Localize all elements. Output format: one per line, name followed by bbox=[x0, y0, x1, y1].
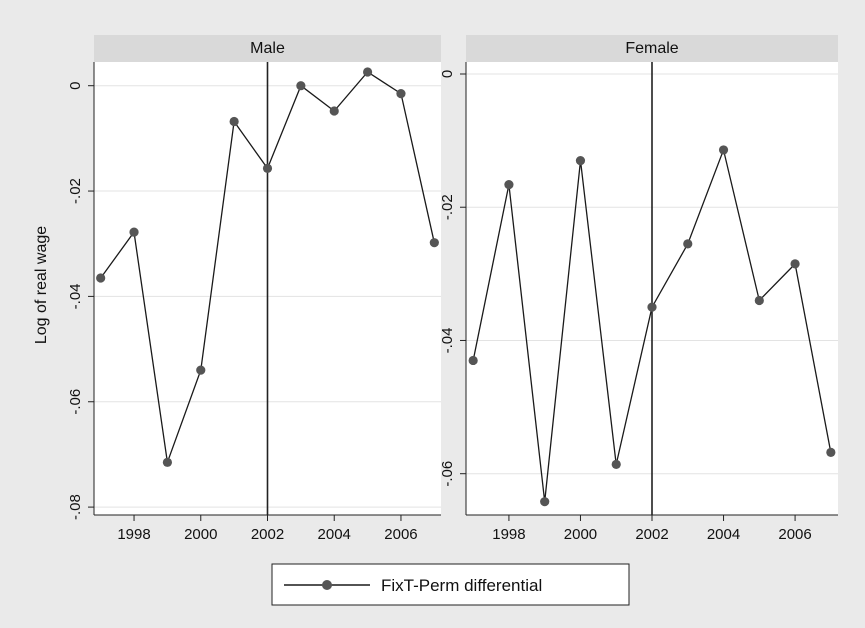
data-point bbox=[754, 295, 764, 306]
x-tick-label: 2000 bbox=[564, 526, 597, 543]
data-point bbox=[296, 81, 306, 91]
data-point bbox=[262, 163, 273, 174]
y-tick-label: -.02 bbox=[67, 178, 84, 204]
panel-male: Male 0 -.02 -.04 -.06 -.08 1998 2000 2002 2004 200… bbox=[67, 35, 441, 543]
data-point bbox=[129, 227, 139, 237]
legend-label: FixT-Perm differential bbox=[381, 576, 542, 595]
data-point bbox=[647, 302, 657, 312]
x-tick-label: 2004 bbox=[318, 526, 351, 543]
x-tick-label: 2002 bbox=[251, 526, 284, 543]
data-point bbox=[540, 497, 550, 507]
legend-marker-sample bbox=[322, 580, 332, 590]
x-tick-label: 2006 bbox=[778, 526, 811, 543]
data-point bbox=[329, 106, 339, 116]
legend: FixT-Perm differential bbox=[271, 563, 630, 606]
data-point bbox=[790, 259, 800, 269]
panel-strip bbox=[466, 35, 838, 62]
data-point bbox=[196, 365, 206, 375]
data-point bbox=[826, 447, 836, 457]
x-tick-label: 2006 bbox=[384, 526, 417, 543]
data-point bbox=[718, 145, 729, 155]
x-tick-label: 1998 bbox=[117, 526, 150, 543]
y-tick-label: -.02 bbox=[439, 194, 456, 220]
data-point bbox=[162, 457, 173, 467]
data-point bbox=[504, 179, 514, 190]
x-tick-label: 2002 bbox=[635, 526, 668, 543]
y-tick-label: -.06 bbox=[67, 389, 84, 415]
data-point bbox=[396, 89, 406, 99]
panel-strip bbox=[94, 35, 441, 62]
x-tick-label: 1998 bbox=[492, 526, 525, 543]
y-tick-label: -.08 bbox=[67, 494, 84, 520]
x-tick-label: 2000 bbox=[184, 526, 217, 543]
panel-title: Male bbox=[250, 40, 285, 57]
data-point bbox=[429, 238, 439, 248]
data-point bbox=[683, 239, 693, 249]
data-point bbox=[362, 67, 373, 77]
panel-title: Female bbox=[625, 40, 678, 57]
y-axis-label: Log of real wage bbox=[33, 226, 50, 344]
panel-female: Female 0 -.02 -.04 -.06 1998 2000 2002 2004 2006 bbox=[439, 35, 838, 543]
y-tick-label: 0 bbox=[439, 70, 456, 78]
y-tick-label: -.04 bbox=[67, 283, 84, 309]
data-point bbox=[575, 155, 586, 166]
data-point bbox=[96, 273, 106, 283]
data-point bbox=[229, 116, 239, 127]
y-tick-label: 0 bbox=[67, 82, 84, 90]
y-tick-label: -.06 bbox=[439, 461, 456, 487]
data-point bbox=[611, 459, 621, 469]
x-tick-label: 2004 bbox=[707, 526, 740, 543]
y-tick-label: -.04 bbox=[439, 328, 456, 354]
chart-panels: Male 0 -.02 -.04 -.06 -.08 1998 2000 2002 2004 200… bbox=[67, 35, 838, 543]
data-point bbox=[468, 355, 478, 366]
